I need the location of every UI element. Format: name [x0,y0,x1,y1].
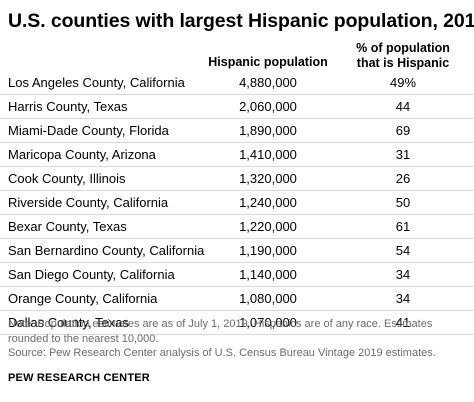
hispanic-share-value: 34 [395,267,411,282]
hispanic-share-value: 69 [395,123,411,138]
hispanic-share-value: 61 [395,219,411,234]
table-row: Miami-Dade County, Florida 1,890,000 69 [0,119,474,143]
hispanic-population-value: 1,190,000 [239,243,297,258]
hispanic-population-value: 1,410,000 [239,147,297,162]
hispanic-share-value: 44 [395,99,411,114]
column-header-population: Hispanic population [208,55,328,69]
county-name: Bexar County, Texas [8,219,127,234]
hispanic-share-value: 26 [395,171,411,186]
county-name: Los Angeles County, California [8,75,185,90]
table-row: San Diego County, California 1,140,000 34 [0,263,474,287]
hispanic-share-value: 54 [395,243,411,258]
hispanic-share-value: 34 [395,291,411,306]
table-row: Bexar County, Texas 1,220,000 61 [0,215,474,239]
hispanic-population-value: 1,320,000 [239,171,297,186]
column-header-share: % of population that is Hispanic [356,41,450,70]
county-name: Dallas County, Texas [8,315,129,330]
data-table: Los Angeles County, California 4,880,000 4… [0,71,474,335]
county-name: Harris County, Texas [8,99,128,114]
table-row: Los Angeles County, California 4,880,000 4… [0,71,474,95]
hispanic-population-value: 4,880,000 [239,75,297,90]
brand-logo-text: PEW RESEARCH CENTER [8,372,150,384]
hispanic-population-value: 1,890,000 [239,123,297,138]
hispanic-population-value: 1,070,000 [239,315,297,330]
hispanic-population-value: 1,220,000 [239,219,297,234]
table-row: Dallas County, Texas 1,070,000 41 [0,311,474,335]
county-name: Orange County, California [8,291,158,306]
county-name: Cook County, Illinois [8,171,126,186]
hispanic-population-value: 1,240,000 [239,195,297,210]
hispanic-share-value: 31 [395,147,411,162]
table-row: Maricopa County, Arizona 1,410,000 31 [0,143,474,167]
table-row: Riverside County, California 1,240,000 50 [0,191,474,215]
hispanic-share-value: 41 [395,315,411,330]
county-name: Miami-Dade County, Florida [8,123,169,138]
table-row: Cook County, Illinois 1,320,000 26 [0,167,474,191]
hispanic-population-value: 2,060,000 [239,99,297,114]
hispanic-population-value: 1,080,000 [239,291,297,306]
county-name: San Bernardino County, California [8,243,205,258]
footnote: Note: Population estimates are as of Jul… [8,318,433,345]
chart-title: U.S. counties with largest Hispanic popu… [8,10,474,32]
hispanic-share-value: 50 [395,195,411,210]
county-name: Maricopa County, Arizona [8,147,156,162]
source-note: Source: Pew Research Center analysis of … [8,347,436,359]
county-name: Riverside County, California [8,195,169,210]
table-row: Orange County, California 1,080,000 34 [0,287,474,311]
hispanic-population-value: 1,140,000 [239,267,297,282]
hispanic-share-value: 49% [389,75,417,90]
county-name: San Diego County, California [8,267,175,282]
table-row: San Bernardino County, California 1,190,0… [0,239,474,263]
table-row: Harris County, Texas 2,060,000 44 [0,95,474,119]
